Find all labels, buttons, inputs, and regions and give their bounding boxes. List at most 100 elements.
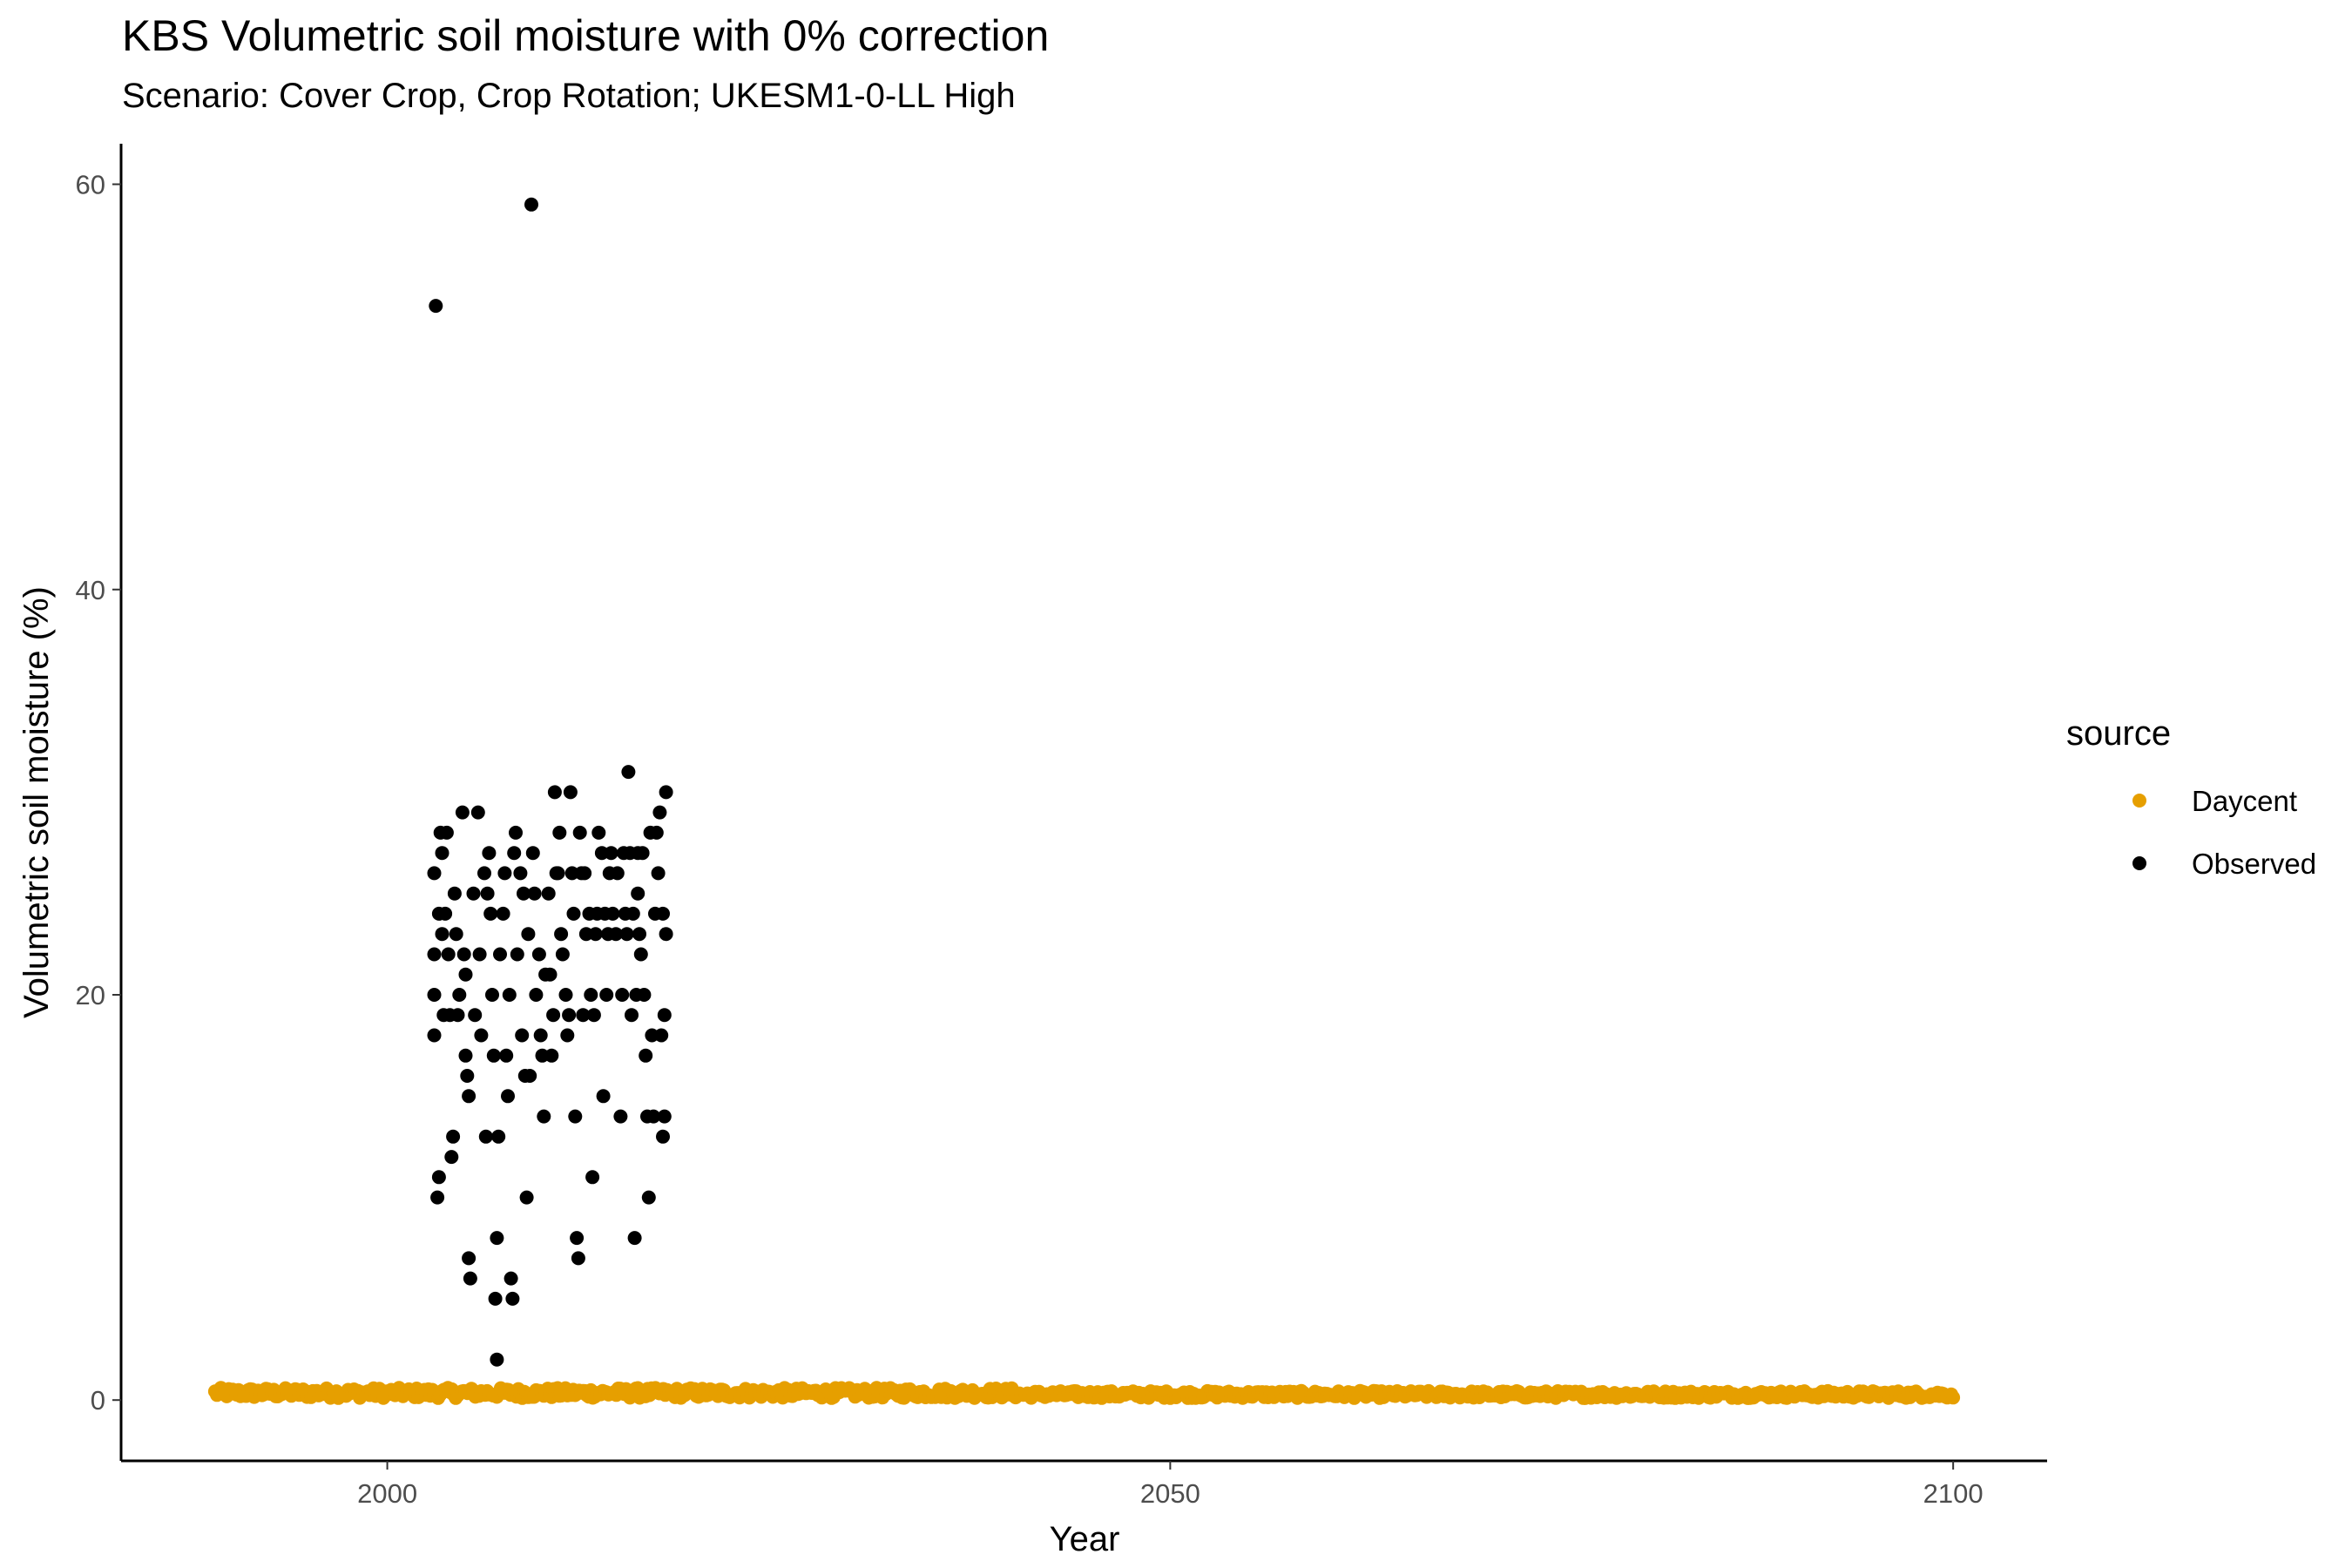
- observed-point: [547, 785, 562, 800]
- observed-point: [519, 1190, 534, 1205]
- legend-key-daycent: [2132, 794, 2146, 808]
- observed-point: [430, 1190, 445, 1205]
- y-tick-label: 20: [76, 980, 105, 1010]
- observed-point: [631, 886, 645, 901]
- observed-point: [654, 1028, 669, 1043]
- observed-point: [639, 1048, 653, 1063]
- observed-point: [527, 886, 542, 901]
- observed-point: [505, 1291, 520, 1306]
- observed-point: [649, 825, 664, 840]
- observed-point: [524, 197, 538, 212]
- observed-point: [450, 1008, 465, 1023]
- observed-point: [633, 947, 648, 962]
- observed-point: [435, 927, 449, 942]
- observed-point: [427, 1028, 442, 1043]
- chart-subtitle: Scenario: Cover Crop, Crop Rotation; UKE…: [122, 77, 1016, 115]
- observed-point: [439, 825, 454, 840]
- observed-point: [558, 988, 573, 1002]
- legend-key-observed: [2132, 856, 2146, 870]
- legend-title: source: [2066, 714, 2171, 753]
- x-tick-label: 2100: [1923, 1478, 1984, 1509]
- observed-point: [541, 886, 556, 901]
- observed-point: [438, 906, 453, 921]
- observed-point: [447, 886, 462, 901]
- observed-point: [613, 1109, 628, 1124]
- observed-point: [478, 1129, 493, 1144]
- observed-point: [586, 1008, 601, 1023]
- observed-point: [555, 947, 570, 962]
- observed-point: [504, 1271, 518, 1286]
- observed-point: [482, 846, 497, 861]
- observed-point: [588, 927, 603, 942]
- observed-point: [468, 1008, 483, 1023]
- observed-point: [462, 1251, 476, 1266]
- observed-point: [458, 1048, 473, 1063]
- observed-point: [517, 886, 531, 901]
- observed-point: [509, 825, 523, 840]
- observed-point: [458, 967, 473, 982]
- observed-point: [625, 1008, 639, 1023]
- observed-point: [625, 906, 640, 921]
- observed-point: [578, 866, 592, 881]
- observed-point: [499, 1048, 514, 1063]
- observed-point: [502, 988, 517, 1002]
- observed-point: [551, 866, 565, 881]
- observed-point: [572, 825, 587, 840]
- x-axis-title: Year: [1050, 1520, 1120, 1558]
- observed-point: [615, 988, 630, 1002]
- axes: [119, 144, 2047, 1463]
- series-observed: [427, 197, 673, 1367]
- observed-point: [490, 1231, 504, 1246]
- observed-point: [632, 927, 646, 942]
- y-tick-label: 60: [76, 170, 105, 200]
- observed-point: [525, 846, 540, 861]
- observed-point: [552, 825, 567, 840]
- observed-point: [497, 866, 512, 881]
- observed-point: [584, 988, 598, 1002]
- observed-point: [570, 1231, 585, 1246]
- x-tick-label: 2050: [1140, 1478, 1200, 1509]
- y-ticks: 0 20 40 60: [76, 170, 121, 1416]
- observed-point: [507, 846, 522, 861]
- x-tick-label: 2000: [357, 1478, 417, 1509]
- observed-point: [659, 927, 673, 942]
- observed-point: [531, 947, 546, 962]
- observed-point: [546, 1008, 561, 1023]
- y-tick-label: 40: [76, 575, 105, 605]
- observed-point: [604, 846, 618, 861]
- observed-point: [537, 1109, 551, 1124]
- x-ticks: 2000 2050 2100: [357, 1461, 1984, 1509]
- y-tick-label: 0: [91, 1385, 105, 1416]
- legend: source Daycent Observed: [2066, 714, 2316, 880]
- observed-point: [560, 1028, 575, 1043]
- observed-point: [431, 1170, 446, 1185]
- observed-point: [474, 1028, 489, 1043]
- observed-point: [462, 1089, 476, 1104]
- observed-point: [429, 299, 443, 314]
- observed-point: [619, 927, 634, 942]
- observed-point: [466, 886, 481, 901]
- observed-point: [599, 988, 614, 1002]
- observed-point: [523, 1069, 537, 1083]
- observed-point: [490, 1352, 504, 1367]
- observed-point: [562, 1008, 577, 1023]
- observed-point: [491, 1129, 506, 1144]
- observed-point: [427, 988, 442, 1002]
- observed-point: [576, 1008, 591, 1023]
- observed-point: [444, 1150, 459, 1165]
- observed-point: [501, 1089, 515, 1104]
- observed-point: [533, 1028, 548, 1043]
- observed-point: [637, 988, 652, 1002]
- observed-point: [571, 1251, 585, 1266]
- observed-point: [460, 1069, 475, 1083]
- observed-point: [435, 846, 449, 861]
- observed-point: [652, 805, 667, 820]
- observed-point: [446, 1129, 461, 1144]
- observed-point: [455, 805, 470, 820]
- observed-point: [441, 947, 456, 962]
- legend-label-observed: Observed: [2192, 848, 2316, 880]
- observed-point: [544, 1048, 559, 1063]
- observed-point: [472, 947, 487, 962]
- observed-point: [477, 866, 491, 881]
